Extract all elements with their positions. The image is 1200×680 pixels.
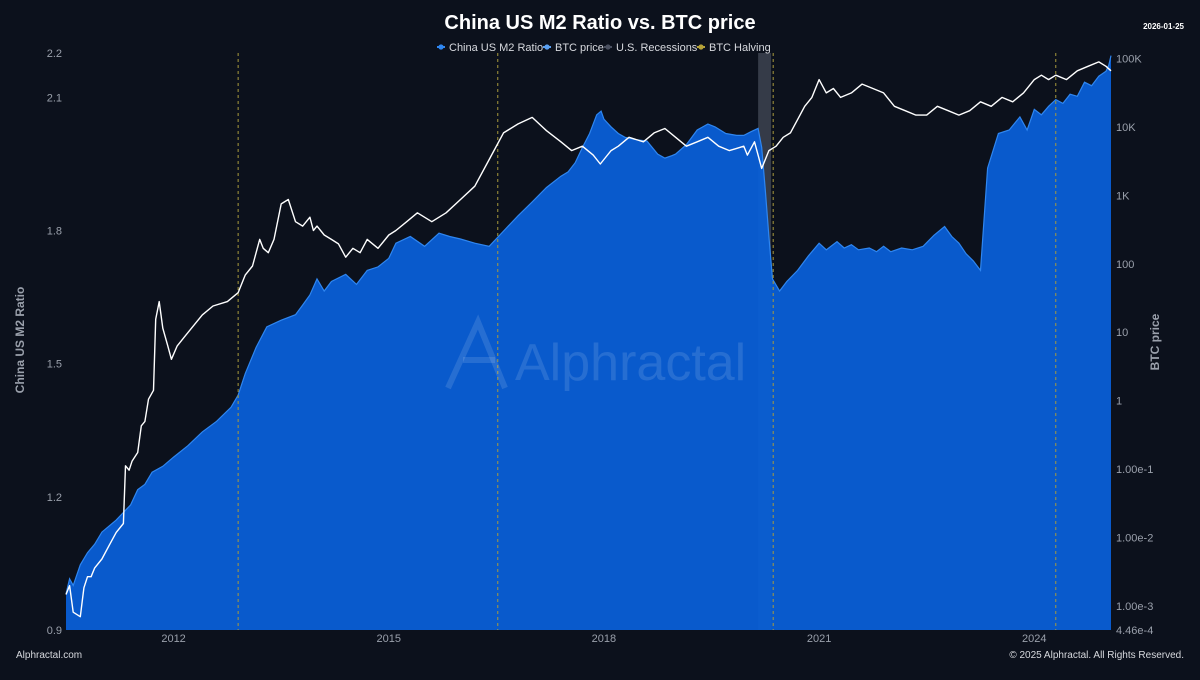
y-right-tick-label: 1.00e-1 — [1116, 464, 1153, 476]
y-right-tick-label: 1K — [1116, 190, 1130, 202]
legend-swatch-marker — [698, 44, 704, 50]
legend-item: China US M2 Ratio — [437, 42, 543, 54]
x-tick-label: 2018 — [592, 633, 616, 645]
x-tick-label: 2024 — [1022, 633, 1046, 645]
legend-swatch-marker — [544, 44, 550, 50]
y-right-tick-label: 1 — [1116, 396, 1122, 408]
legend-label: BTC Halving — [709, 42, 771, 54]
legend-item: BTC price — [543, 42, 604, 54]
y-left-tick-label: 1.8 — [47, 226, 62, 238]
footer-copyright: © 2025 Alphractal. All Rights Reserved. — [1009, 650, 1184, 661]
x-tick-label: 2012 — [161, 633, 185, 645]
btc-price-area — [66, 55, 1111, 631]
legend-swatch-marker — [438, 44, 444, 50]
y-right-tick-label: 1.00e-3 — [1116, 601, 1153, 613]
x-tick-label: 2021 — [807, 633, 831, 645]
y-right-tick-label: 1.00e-2 — [1116, 533, 1153, 545]
y-right-tick-label: 4.46e-4 — [1116, 625, 1153, 637]
legend-item: U.S. Recessions — [604, 42, 698, 54]
plot-layer — [65, 53, 1112, 631]
legend-swatch-marker — [605, 44, 611, 50]
y-left-tick-label: 1.2 — [47, 492, 62, 504]
footer-site: Alphractal.com — [16, 650, 82, 661]
legend: China US M2 Ratio BTC price U.S. Recession… — [437, 42, 771, 54]
y-left-tick-label: 1.5 — [47, 359, 62, 371]
m2-ratio-line — [65, 61, 1112, 618]
date-label: 2026-01-25 — [1143, 22, 1184, 31]
y-left-tick-label: 2.2 — [47, 48, 62, 60]
axis-layer: 0.9 1.2 1.5 1.8 2.1 2.2 4.46e-4 1.00e-3 1.00e-2 1… — [13, 48, 1162, 645]
legend-label: China US M2 Ratio — [449, 42, 543, 54]
y-left-tick-label: 0.9 — [47, 625, 62, 637]
legend-label: BTC price — [555, 42, 604, 54]
watermark-logo — [445, 314, 508, 390]
y-right-tick-label: 10 — [1116, 327, 1128, 339]
y-right-axis-title: BTC price — [1148, 313, 1162, 370]
legend-label: U.S. Recessions — [616, 42, 698, 54]
chart-title: China US M2 Ratio vs. BTC price — [444, 12, 755, 34]
y-left-axis-title: China US M2 Ratio — [13, 287, 27, 394]
y-right-tick-label: 100 — [1116, 259, 1134, 271]
x-tick-label: 2015 — [377, 633, 401, 645]
watermark: Alphractal — [515, 334, 746, 392]
legend-item: BTC Halving — [697, 42, 771, 54]
y-right-tick-label: 100K — [1116, 53, 1142, 65]
y-right-tick-label: 10K — [1116, 122, 1136, 134]
y-left-tick-label: 2.1 — [47, 92, 62, 104]
btc-price-edge — [65, 55, 1112, 595]
